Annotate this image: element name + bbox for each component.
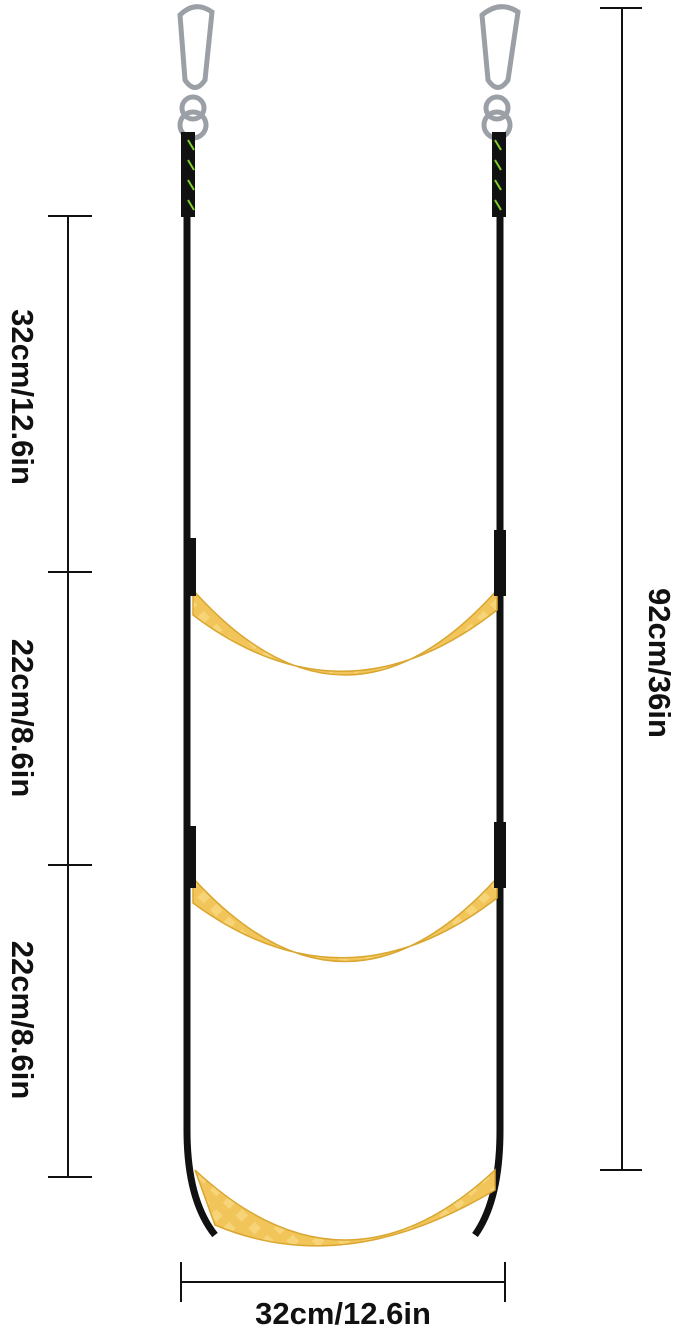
dimension-label: 92cm/36in: [642, 588, 677, 738]
dimension-label: 32cm/12.6in: [5, 309, 40, 485]
dimension-label: 22cm/8.6in: [5, 639, 40, 798]
left-dimension-line: [48, 215, 92, 1178]
ladder-rungs: [184, 530, 506, 1247]
ladder-straps: [181, 132, 506, 1238]
right-dimension-line: [600, 7, 642, 1171]
carabiner-right: [479, 4, 521, 141]
carabiner-left: [177, 4, 215, 141]
width-dimension-line: [180, 1262, 506, 1302]
dimension-label: 32cm/12.6in: [255, 1296, 431, 1331]
dimension-label: 22cm/8.6in: [5, 941, 40, 1100]
